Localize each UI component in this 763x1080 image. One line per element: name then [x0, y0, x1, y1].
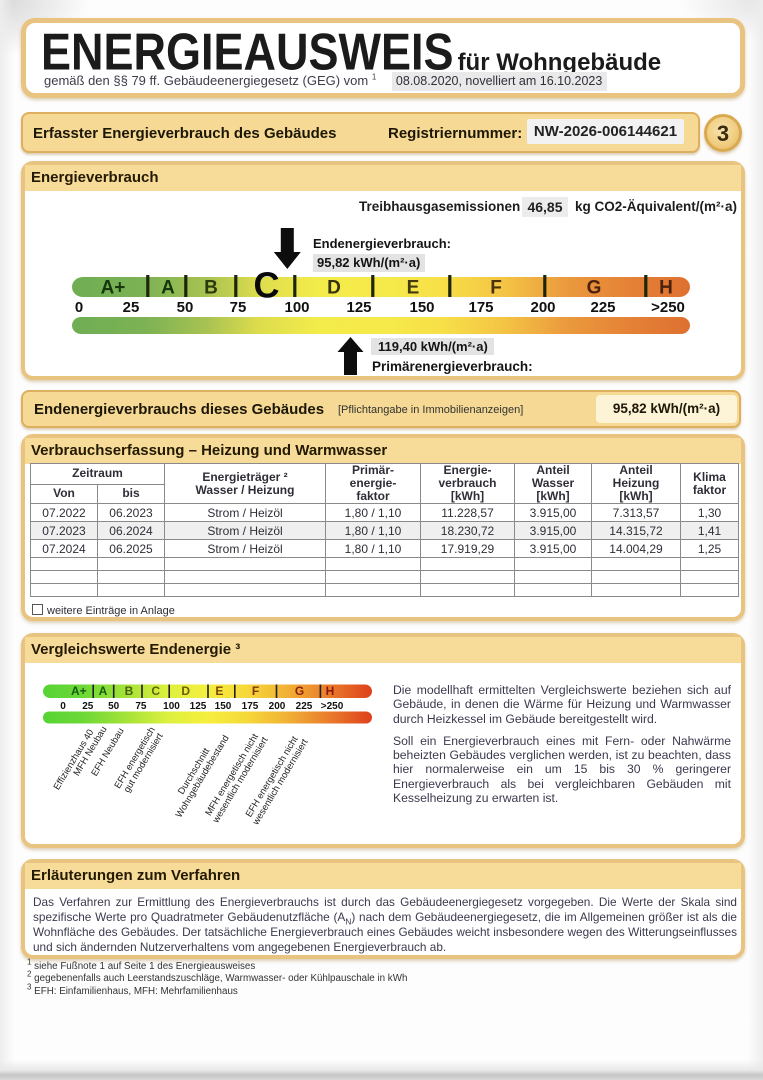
svg-text:G: G: [587, 278, 602, 299]
svg-text:175: 175: [468, 299, 493, 316]
svg-text:225: 225: [590, 299, 615, 316]
svg-text:C: C: [151, 684, 160, 698]
svg-text:B: B: [204, 278, 218, 299]
svg-text:E: E: [215, 684, 223, 698]
svg-text:C: C: [254, 265, 280, 306]
svg-text:A+: A+: [101, 278, 126, 299]
svg-text:0: 0: [60, 701, 66, 712]
svg-text:75: 75: [135, 701, 147, 712]
svg-text:125: 125: [190, 701, 207, 712]
svg-text:50: 50: [108, 701, 120, 712]
svg-text:150: 150: [409, 299, 434, 316]
svg-text:F: F: [490, 278, 502, 299]
svg-text:E: E: [407, 278, 420, 299]
svg-text:D: D: [181, 684, 190, 698]
svg-text:B: B: [125, 684, 134, 698]
svg-text:200: 200: [269, 701, 286, 712]
svg-text:100: 100: [284, 299, 309, 316]
svg-text:150: 150: [215, 701, 232, 712]
svg-text:100: 100: [163, 701, 180, 712]
svg-text:D: D: [327, 278, 341, 299]
svg-text:A+: A+: [71, 684, 87, 698]
svg-text:50: 50: [177, 299, 194, 316]
svg-text:75: 75: [230, 299, 247, 316]
svg-text:25: 25: [123, 299, 140, 316]
svg-text:A: A: [161, 278, 175, 299]
svg-text:25: 25: [82, 701, 94, 712]
svg-text:0: 0: [75, 299, 83, 316]
svg-text:F: F: [252, 684, 259, 698]
svg-text:>250: >250: [651, 299, 685, 316]
svg-text:225: 225: [296, 701, 313, 712]
svg-text:H: H: [659, 278, 673, 299]
svg-text:125: 125: [346, 299, 371, 316]
svg-text:A: A: [99, 684, 108, 698]
svg-text:>250: >250: [321, 701, 344, 712]
svg-text:H: H: [326, 684, 335, 698]
svg-text:175: 175: [242, 701, 259, 712]
svg-text:200: 200: [530, 299, 555, 316]
svg-text:G: G: [295, 684, 304, 698]
